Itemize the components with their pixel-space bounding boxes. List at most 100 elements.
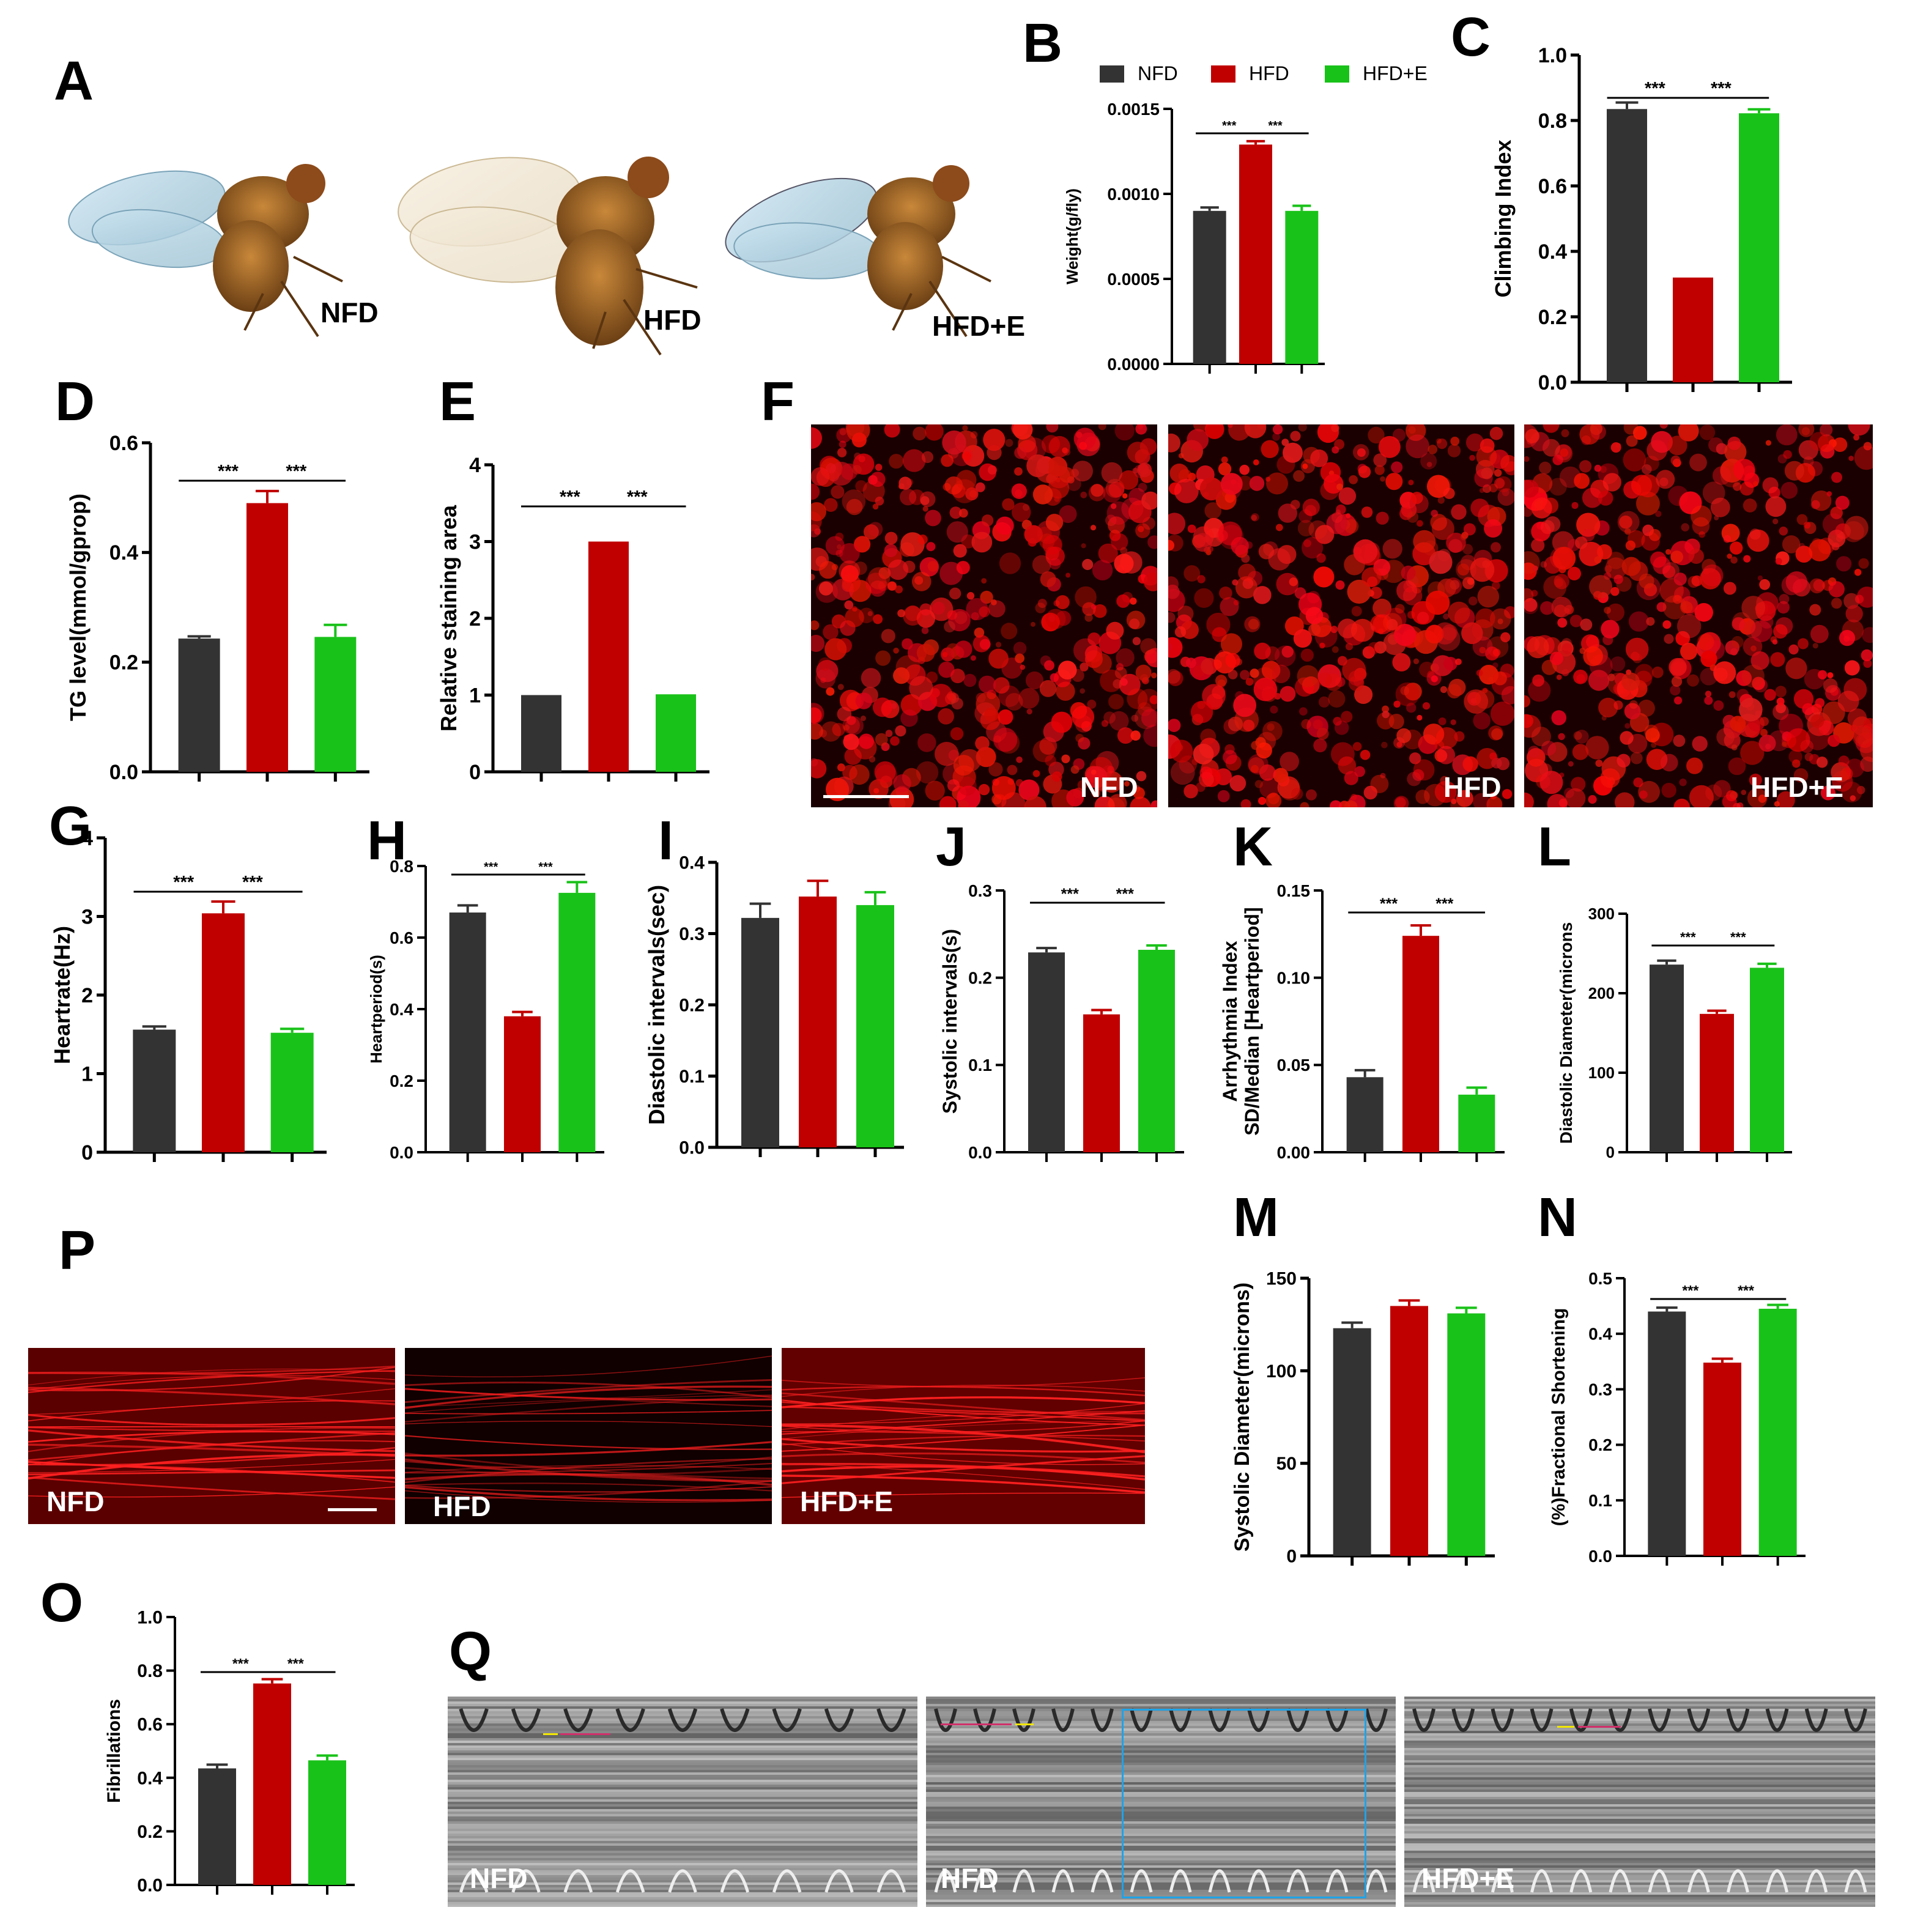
fat-droplet: [1501, 686, 1514, 705]
kymograph-band: [926, 1812, 1396, 1814]
fat-droplet: [1457, 563, 1470, 576]
heartbeat-trace: [459, 1869, 489, 1893]
fat-droplet: [1504, 606, 1514, 619]
fat-droplet: [966, 592, 975, 600]
chart-b-ylabel: Weight(g/fly): [1063, 188, 1081, 284]
kymograph-band: [926, 1780, 1396, 1782]
kymograph-band: [926, 1807, 1396, 1809]
kymograph-band: [926, 1721, 1396, 1723]
image-q-label-nfd: NFD: [470, 1862, 528, 1894]
fat-droplet: [1289, 577, 1298, 587]
kymograph-band: [448, 1755, 917, 1758]
kymograph-band: [926, 1753, 1396, 1755]
fat-droplet: [1489, 483, 1498, 493]
fat-droplet: [1316, 727, 1329, 740]
fat-droplet: [1143, 724, 1157, 747]
fat-droplet: [839, 428, 846, 435]
fat-droplet: [1838, 755, 1850, 767]
fat-droplet: [1075, 733, 1084, 742]
myofibril: [782, 1455, 1145, 1484]
fat-droplet: [1610, 656, 1626, 672]
fat-droplet: [1798, 638, 1809, 650]
heartbeat-trace: [1130, 1708, 1153, 1732]
heartbeat-trace: [1530, 1708, 1554, 1732]
fat-droplet: [1369, 587, 1382, 599]
fat-droplet: [1803, 456, 1814, 467]
fat-droplet: [1280, 752, 1299, 771]
fat-droplet: [1373, 453, 1387, 467]
fat-droplet: [1793, 768, 1809, 783]
fat-droplet: [1650, 551, 1667, 568]
myofibril: [28, 1386, 395, 1405]
fat-droplet: [1051, 711, 1073, 733]
fat-droplet: [1293, 470, 1305, 482]
fat-droplet: [956, 470, 977, 490]
myofibril: [28, 1432, 395, 1461]
myofibril: [782, 1410, 1145, 1435]
kymograph-band: [448, 1863, 917, 1865]
chart-c-sig-label: ***: [1711, 79, 1732, 98]
fat-droplet: [1221, 456, 1228, 464]
fat-droplet: [955, 640, 972, 658]
kymograph-band: [1404, 1721, 1875, 1723]
fat-droplet: [1007, 764, 1018, 775]
fat-droplet: [1820, 785, 1835, 801]
fat-droplet: [1728, 757, 1746, 775]
kymograph-band: [926, 1723, 1396, 1726]
myofibril: [28, 1476, 395, 1500]
myofibril: [28, 1443, 395, 1457]
myofibril: [405, 1385, 772, 1409]
myofibril: [405, 1482, 772, 1492]
chart-i-ytick-label: 0.0: [679, 1138, 705, 1158]
fat-droplet: [895, 725, 906, 737]
fat-droplet: [824, 498, 838, 512]
chart-o-ytick-label: 0.2: [137, 1822, 163, 1842]
fat-droplet: [1360, 750, 1371, 760]
myofibril: [405, 1484, 772, 1493]
fat-droplet: [1377, 712, 1395, 730]
kymograph-band: [1404, 1753, 1875, 1755]
fat-droplet: [900, 489, 917, 506]
kymograph-band: [1404, 1902, 1875, 1904]
myofibril: [28, 1427, 395, 1432]
fat-droplet: [811, 635, 825, 652]
fat-droplet: [1116, 663, 1124, 671]
chart-n-sig-label: ***: [1682, 1282, 1698, 1298]
fat-droplet: [1396, 580, 1418, 601]
fat-droplet: [1830, 506, 1843, 519]
chart-n-sig-label: ***: [1738, 1282, 1754, 1298]
fat-droplet: [1350, 618, 1374, 642]
fat-droplet: [1567, 566, 1581, 580]
kymograph-band: [926, 1809, 1396, 1812]
fat-droplet: [1087, 700, 1097, 709]
fat-droplet: [1532, 674, 1544, 687]
chart-h-bar-hfd: [504, 1016, 541, 1152]
heartbeat-trace: [1805, 1869, 1828, 1893]
fat-droplet: [993, 677, 1010, 694]
fat-droplet: [1476, 669, 1483, 676]
fat-droplet: [1135, 664, 1152, 681]
kymograph-band: [926, 1787, 1396, 1790]
fat-droplet: [1042, 435, 1061, 454]
myofibril: [782, 1392, 1145, 1421]
fat-droplet: [1018, 688, 1040, 709]
fat-droplet: [987, 465, 997, 475]
kymograph-band: [448, 1797, 917, 1799]
fat-droplet: [981, 578, 987, 584]
kymograph-band: [926, 1711, 1396, 1714]
marker-magenta: [560, 1733, 610, 1735]
fat-droplet: [1557, 618, 1568, 628]
chart-d-ytick-label: 0.2: [109, 651, 138, 675]
myofibril: [405, 1480, 772, 1499]
heartbeat-trace: [1843, 1708, 1867, 1732]
fat-droplet: [1809, 578, 1824, 594]
fat-droplet: [1853, 434, 1860, 441]
heartbeat-trace: [1765, 1708, 1789, 1732]
kymograph-band: [1404, 1853, 1875, 1856]
fat-droplet: [1107, 766, 1114, 773]
chart-k-bar-nfd: [1346, 1077, 1383, 1152]
heartbeat-trace: [1648, 1708, 1672, 1732]
fat-droplet: [1401, 565, 1416, 580]
kymograph-band: [448, 1838, 917, 1841]
fat-droplet: [1524, 551, 1540, 574]
